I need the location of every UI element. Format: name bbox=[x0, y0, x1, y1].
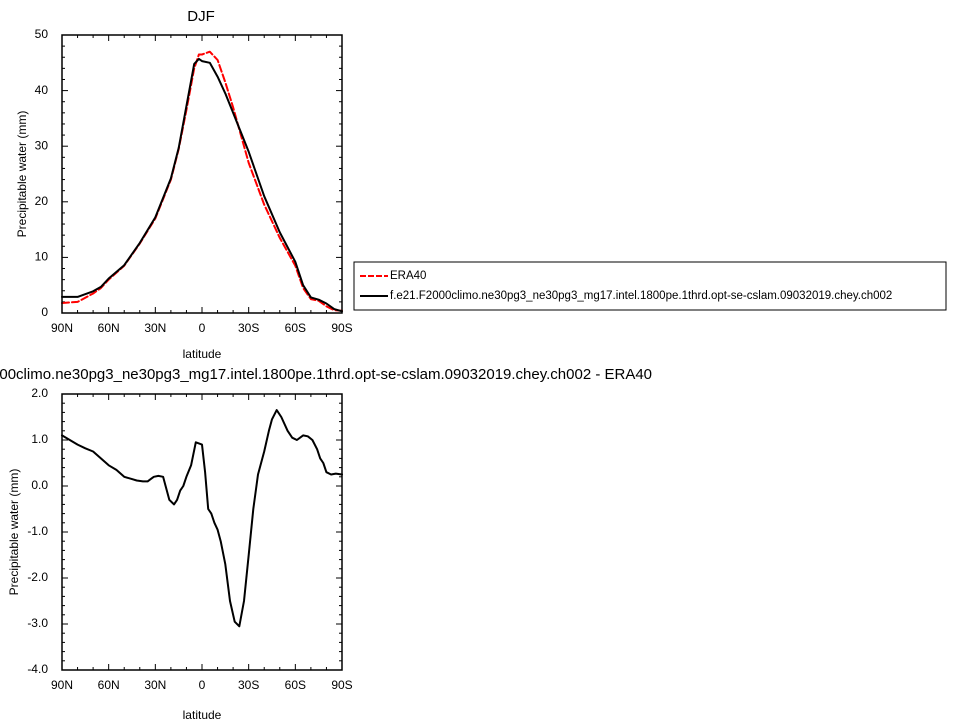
legend-box bbox=[353, 261, 947, 311]
x-axis-label: latitude bbox=[183, 708, 222, 722]
x-tick-label: 60N bbox=[98, 678, 120, 692]
top-chart-djf: DJF Precipitable water (mm) latitude 90N 60N… bbox=[15, 8, 947, 361]
legend-entry-0: ERA40 bbox=[390, 270, 426, 282]
series-line-0 bbox=[61, 50, 343, 312]
y-tick-label: 0.0 bbox=[31, 478, 48, 492]
x-axis-label: latitude bbox=[183, 347, 222, 361]
legend: ERA40 f.e21.F2000climo.ne30pg3_ne30pg3_mg… bbox=[353, 261, 947, 311]
y-tick-label: 10 bbox=[35, 250, 49, 264]
x-tick-label: 30S bbox=[238, 321, 259, 335]
y-tick-label: 50 bbox=[35, 27, 49, 41]
x-tick-label: 60S bbox=[285, 678, 306, 692]
legend-entry-1: f.e21.F2000climo.ne30pg3_ne30pg3_mg17.in… bbox=[390, 290, 892, 302]
chart-title: f.e21.F2000climo.ne30pg3_ne30pg3_mg17.in… bbox=[0, 366, 652, 383]
x-tick-label: 90N bbox=[51, 678, 73, 692]
x-tick-label: 0 bbox=[199, 678, 206, 692]
chart-title: DJF bbox=[187, 8, 215, 25]
y-tick-label: 20 bbox=[35, 194, 49, 208]
x-tick-label: 90S bbox=[331, 321, 352, 335]
y-tick-label: 30 bbox=[35, 138, 49, 152]
y-tick-label: -1.0 bbox=[27, 524, 48, 538]
y-tick-label: 2.0 bbox=[31, 386, 48, 400]
y-tick-label: 40 bbox=[35, 83, 49, 97]
series-line-1 bbox=[61, 57, 343, 313]
x-tick-label: 0 bbox=[199, 321, 206, 335]
x-tick-label: 60N bbox=[98, 321, 120, 335]
x-tick-label: 90S bbox=[331, 678, 352, 692]
plot-frame bbox=[61, 393, 343, 671]
x-tick-label: 30N bbox=[144, 678, 166, 692]
x-tick-label: 30N bbox=[144, 321, 166, 335]
x-tick-label: 30S bbox=[238, 678, 259, 692]
y-axis-label: Precipitable water (mm) bbox=[7, 469, 21, 596]
y-tick-label: -3.0 bbox=[27, 616, 48, 630]
plot-frame bbox=[61, 34, 343, 314]
bottom-chart-difference: f.e21.F2000climo.ne30pg3_ne30pg3_mg17.in… bbox=[0, 366, 652, 722]
y-tick-label: -4.0 bbox=[27, 662, 48, 676]
y-tick-label: -2.0 bbox=[27, 570, 48, 584]
y-tick-label: 0 bbox=[41, 305, 48, 319]
x-tick-label: 60S bbox=[285, 321, 306, 335]
x-tick-label: 90N bbox=[51, 321, 73, 335]
series-line-0 bbox=[61, 409, 343, 628]
y-tick-label: 1.0 bbox=[31, 432, 48, 446]
y-axis-label: Precipitable water (mm) bbox=[15, 111, 29, 238]
